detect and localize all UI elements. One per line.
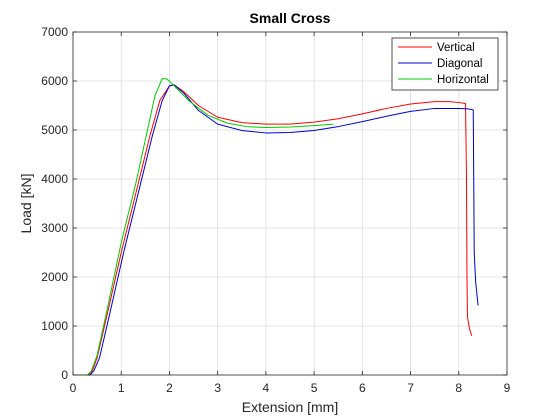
ticks: 0 1 2 3 4 5 6 7 8 9 0 1000 2000 3000 4000 5000 6000 7000 bbox=[41, 25, 510, 395]
y-tick-label: 4000 bbox=[41, 172, 68, 186]
x-tick-label: 5 bbox=[311, 381, 318, 395]
y-tick-label: 1000 bbox=[41, 319, 68, 333]
x-tick-label: 7 bbox=[407, 381, 414, 395]
legend-label-vertical: Vertical bbox=[437, 42, 475, 54]
x-tick-label: 8 bbox=[455, 381, 462, 395]
y-tick-label: 7000 bbox=[41, 25, 68, 39]
legend: Vertical Diagonal Horizontal bbox=[391, 37, 499, 91]
x-tick-label: 9 bbox=[504, 381, 511, 395]
x-tick-label: 2 bbox=[166, 381, 173, 395]
x-tick-label: 4 bbox=[263, 381, 270, 395]
x-axis-label: Extension [mm] bbox=[242, 399, 338, 415]
y-axis-label: Load [kN] bbox=[18, 174, 34, 234]
y-tick-label: 6000 bbox=[41, 74, 68, 88]
y-tick-label: 5000 bbox=[41, 123, 68, 137]
x-tick-label: 0 bbox=[70, 381, 77, 395]
legend-label-horizontal: Horizontal bbox=[437, 74, 489, 86]
x-tick-label: 6 bbox=[359, 381, 366, 395]
chart-title: Small Cross bbox=[250, 10, 331, 26]
series-line-vertical bbox=[73, 84, 473, 376]
series-line-diagonal bbox=[73, 84, 479, 376]
y-tick-label: 3000 bbox=[41, 221, 68, 235]
legend-label-diagonal: Diagonal bbox=[437, 58, 482, 70]
x-tick-label: 1 bbox=[118, 381, 125, 395]
series-layer bbox=[73, 78, 479, 376]
axes-box bbox=[72, 31, 508, 376]
x-tick-label: 3 bbox=[214, 381, 221, 395]
grid bbox=[73, 32, 507, 375]
series-line-horizontal bbox=[73, 78, 334, 376]
y-tick-label: 2000 bbox=[41, 270, 68, 284]
y-tick-label: 0 bbox=[61, 368, 68, 382]
